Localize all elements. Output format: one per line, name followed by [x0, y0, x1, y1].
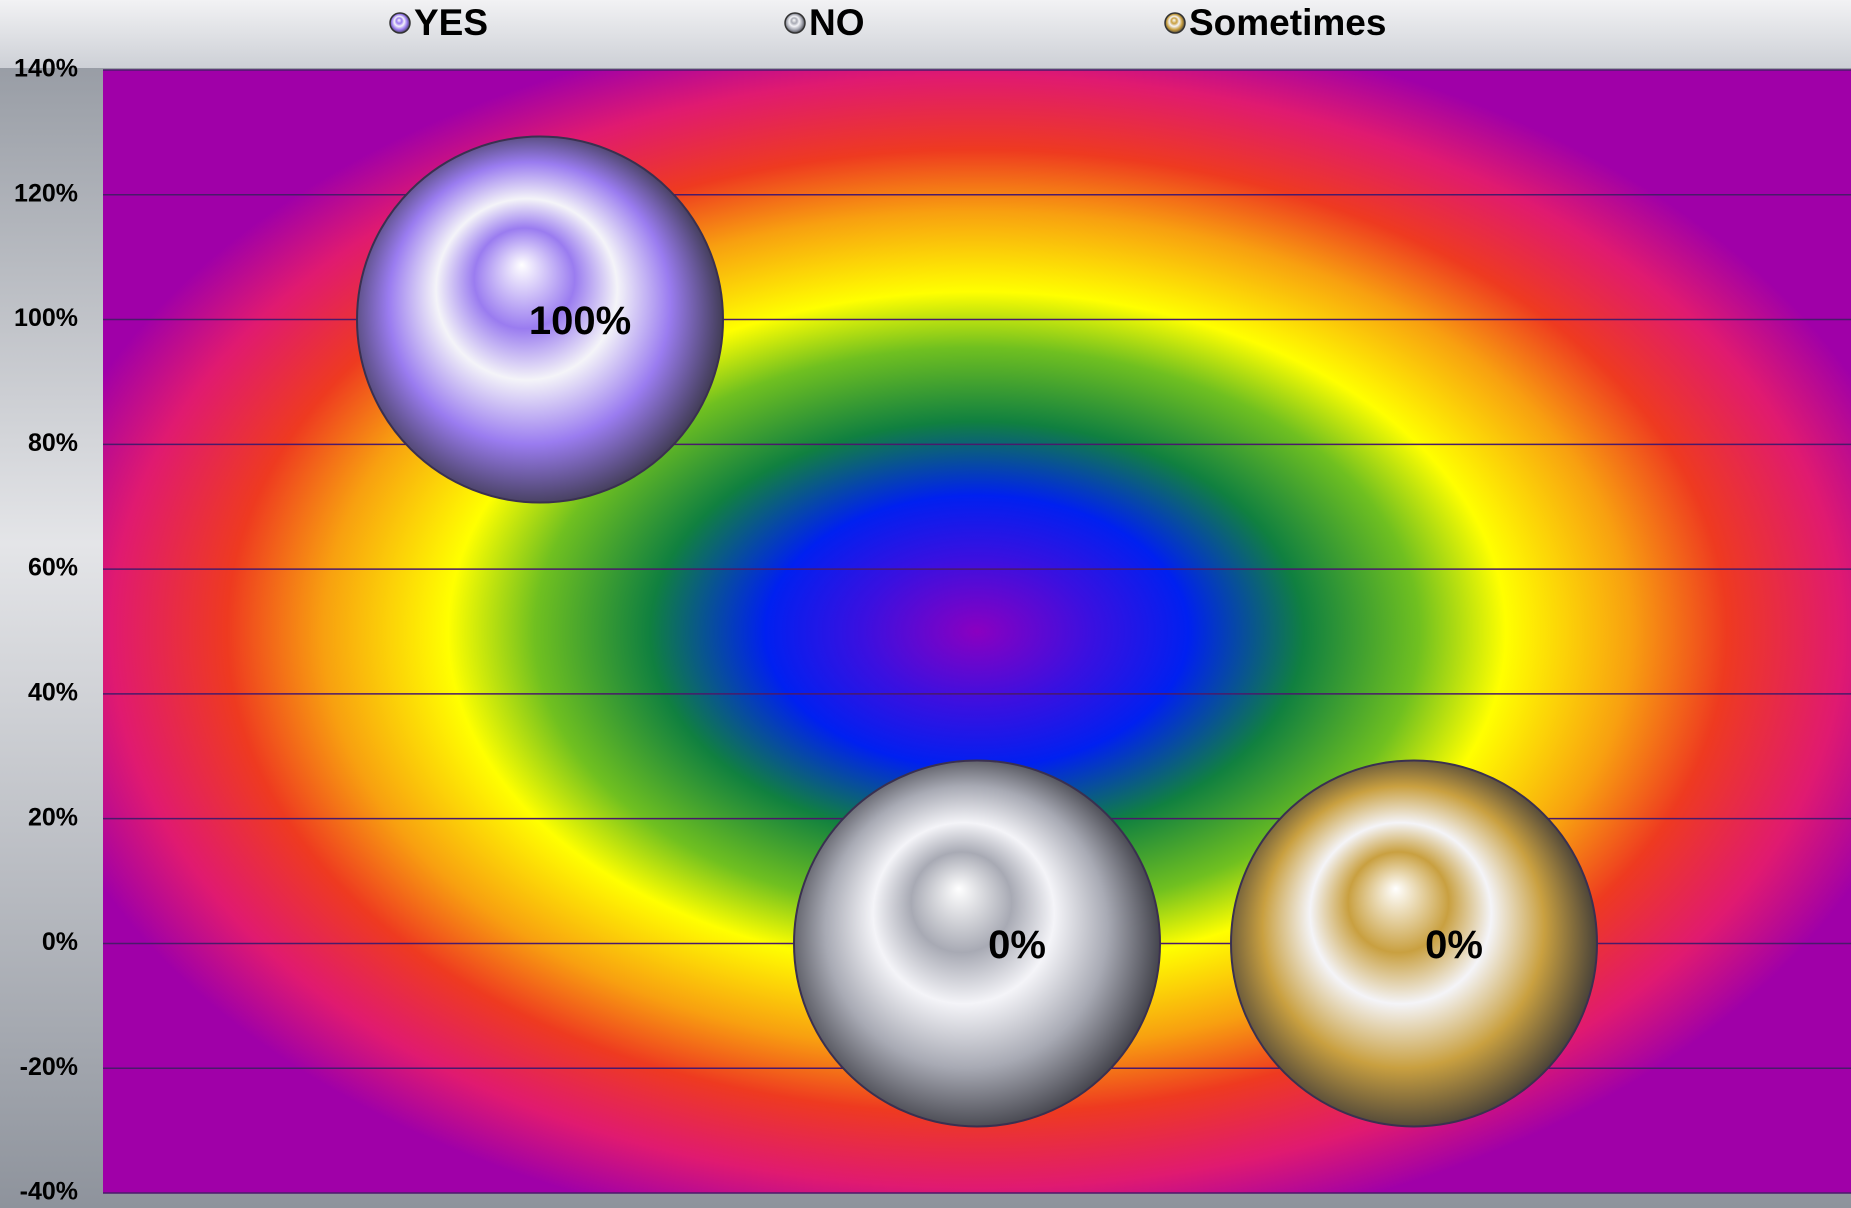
- bubble: [793, 759, 1161, 1128]
- y-tick-label: 100%: [14, 304, 78, 332]
- legend-marker: [784, 12, 806, 34]
- data-label: 0%: [988, 923, 1046, 967]
- y-tick-label: 120%: [14, 179, 78, 207]
- y-tick-label: -40%: [20, 1178, 78, 1206]
- y-tick-label: -20%: [20, 1053, 78, 1081]
- data-label: 0%: [1425, 923, 1483, 967]
- legend-label: NO: [809, 2, 865, 43]
- data-label: 100%: [529, 299, 631, 343]
- bubble: [1230, 759, 1598, 1128]
- y-tick-label: 80%: [28, 429, 78, 457]
- legend-marker: [1164, 12, 1186, 34]
- legend-label: YES: [414, 2, 488, 43]
- y-tick-label: 0%: [42, 928, 78, 956]
- legend-background: [0, 0, 1851, 68]
- y-tick-label: 140%: [14, 55, 78, 83]
- bubble: [356, 135, 724, 504]
- legend-marker: [389, 12, 411, 34]
- y-tick-label: 60%: [28, 554, 78, 582]
- y-tick-label: 20%: [28, 803, 78, 831]
- legend-label: Sometimes: [1189, 2, 1386, 43]
- y-tick-label: 40%: [28, 678, 78, 706]
